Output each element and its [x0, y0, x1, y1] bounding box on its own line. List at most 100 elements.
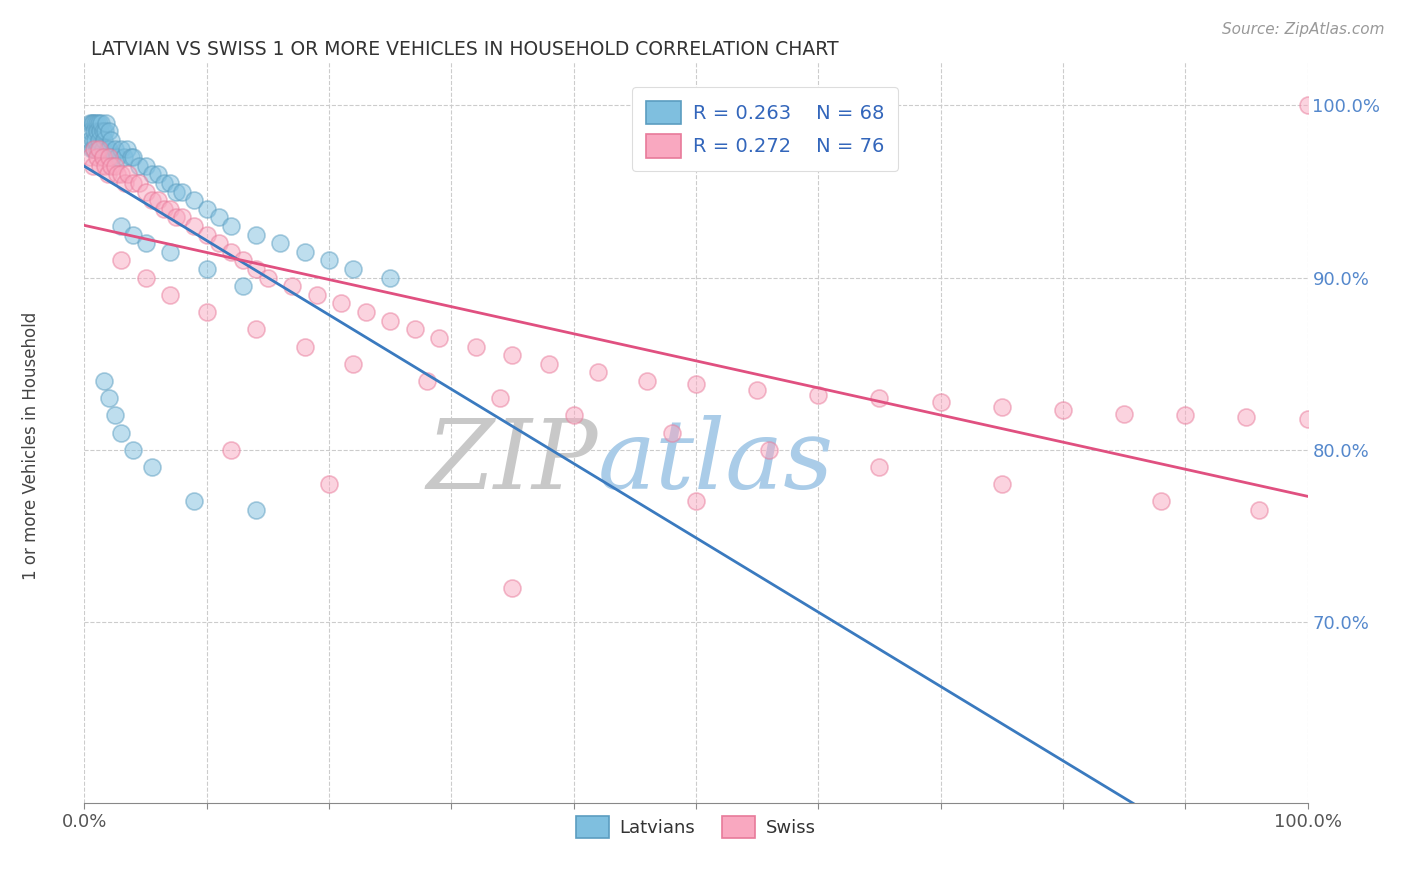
Point [83, 142, 105, 156]
Point [183, 193, 205, 207]
Point [1150, 494, 1173, 508]
Point [87, 116, 110, 130]
Point [929, 394, 952, 409]
Point [135, 270, 157, 285]
Point [141, 193, 163, 207]
Point [685, 494, 707, 508]
Point [91, 142, 114, 156]
Point [380, 270, 402, 285]
Text: 1 or more Vehicles in Household: 1 or more Vehicles in Household [22, 312, 39, 580]
Text: Source: ZipAtlas.com: Source: ZipAtlas.com [1222, 22, 1385, 37]
Point [305, 288, 328, 302]
Point [1247, 503, 1270, 517]
Point [91, 124, 114, 138]
Point [464, 339, 486, 353]
Text: LATVIAN VS SWISS 1 OR MORE VEHICLES IN HOUSEHOLD CORRELATION CHART: LATVIAN VS SWISS 1 OR MORE VEHICLES IN H… [91, 40, 839, 59]
Point [135, 236, 157, 251]
Point [94, 124, 117, 138]
Legend: Latvians, Swiss: Latvians, Swiss [569, 809, 823, 846]
Point [86, 116, 108, 130]
Point [89, 124, 111, 138]
Point [146, 193, 169, 207]
Point [1236, 410, 1258, 425]
Point [110, 253, 132, 268]
Point [416, 374, 439, 388]
Point [159, 288, 181, 302]
Point [195, 305, 218, 319]
Point [105, 167, 128, 181]
Point [232, 253, 254, 268]
Point [153, 176, 176, 190]
Point [104, 142, 127, 156]
Point [232, 279, 254, 293]
Point [404, 322, 426, 336]
Point [172, 185, 194, 199]
Point [991, 400, 1014, 414]
Point [97, 150, 120, 164]
Point [146, 167, 169, 181]
Point [112, 150, 135, 164]
Point [141, 460, 163, 475]
Point [165, 211, 187, 225]
Point [86, 124, 108, 138]
Point [1114, 407, 1136, 421]
Point [82, 159, 104, 173]
Point [110, 142, 132, 156]
Point [87, 133, 110, 147]
Point [208, 211, 231, 225]
Point [294, 244, 316, 259]
Point [269, 236, 291, 251]
Point [86, 150, 108, 164]
Point [195, 202, 218, 216]
Point [80, 116, 103, 130]
Point [427, 331, 450, 345]
Point [83, 142, 105, 156]
Point [135, 185, 157, 199]
Point [318, 253, 340, 268]
Point [172, 211, 194, 225]
Point [869, 391, 891, 405]
Point [489, 391, 512, 405]
Point [82, 116, 104, 130]
Point [1174, 409, 1197, 423]
Point [114, 176, 136, 190]
Point [159, 202, 181, 216]
Point [135, 159, 157, 173]
Point [93, 133, 115, 147]
Point [159, 244, 181, 259]
Point [195, 262, 218, 277]
Point [1296, 412, 1319, 426]
Point [104, 409, 127, 423]
Point [165, 185, 187, 199]
Point [105, 150, 128, 164]
Point [122, 150, 145, 164]
Point [758, 442, 780, 457]
Point [159, 176, 181, 190]
Point [122, 442, 145, 457]
Point [245, 262, 267, 277]
Point [87, 142, 110, 156]
Point [110, 167, 132, 181]
Point [183, 219, 205, 233]
Point [294, 339, 316, 353]
Point [502, 348, 524, 362]
Point [110, 425, 132, 440]
Point [281, 279, 304, 293]
Point [94, 159, 117, 173]
Point [128, 159, 150, 173]
Point [685, 377, 707, 392]
Point [330, 296, 353, 310]
Point [342, 357, 364, 371]
Point [183, 494, 205, 508]
Point [86, 142, 108, 156]
Point [245, 322, 267, 336]
Point [257, 270, 280, 285]
Point [141, 167, 163, 181]
Point [562, 409, 585, 423]
Point [104, 159, 127, 173]
Point [89, 142, 111, 156]
Point [245, 227, 267, 242]
Point [115, 142, 138, 156]
Point [245, 503, 267, 517]
Point [661, 425, 683, 440]
